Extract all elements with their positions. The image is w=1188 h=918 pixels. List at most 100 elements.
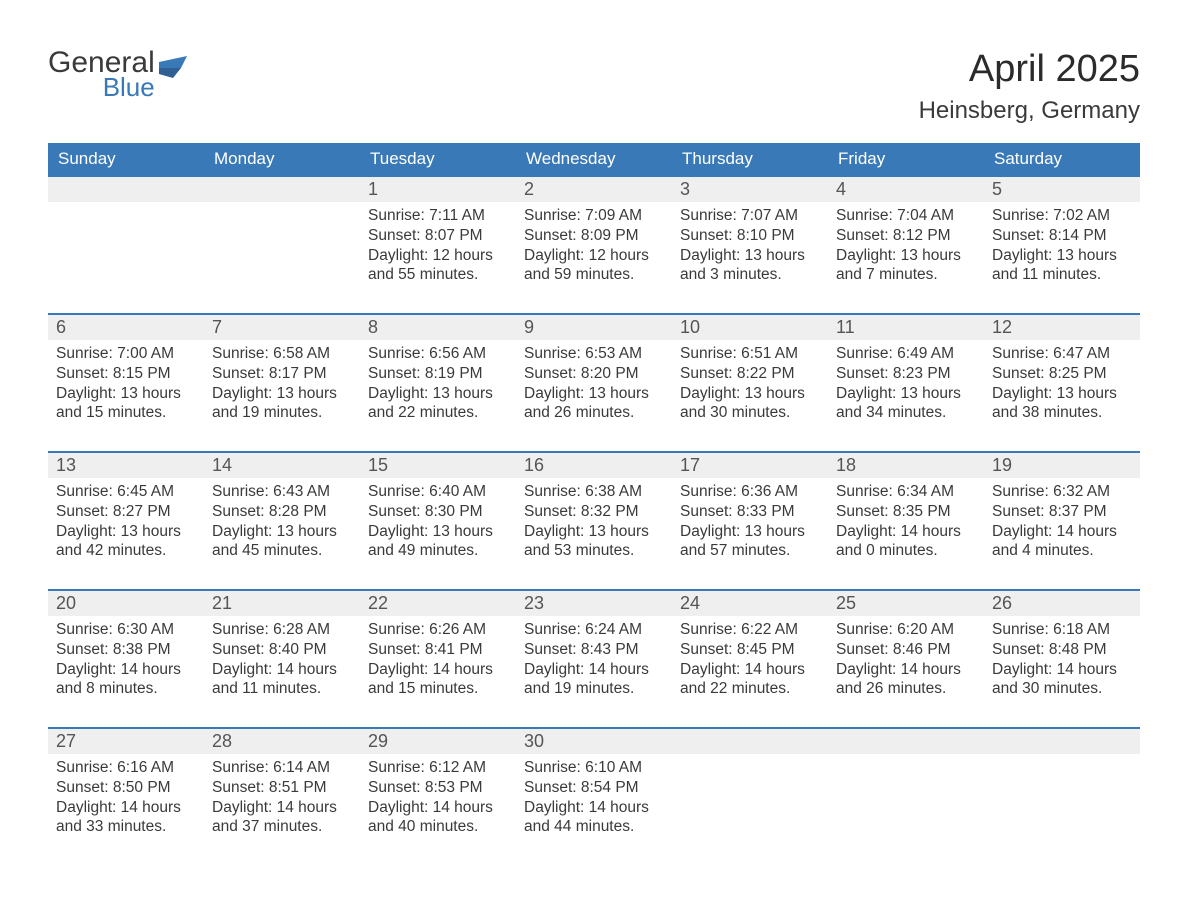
day-details: Sunrise: 7:07 AMSunset: 8:10 PMDaylight:… (672, 202, 828, 291)
day-details: Sunrise: 6:16 AMSunset: 8:50 PMDaylight:… (48, 754, 204, 843)
day-number: 8 (360, 313, 516, 340)
day-number: 14 (204, 451, 360, 478)
day-details: Sunrise: 6:51 AMSunset: 8:22 PMDaylight:… (672, 340, 828, 429)
day-number: 11 (828, 313, 984, 340)
day-number: 18 (828, 451, 984, 478)
day-number (984, 727, 1140, 754)
calendar-cell: 8Sunrise: 6:56 AMSunset: 8:19 PMDaylight… (360, 313, 516, 451)
calendar-cell (828, 727, 984, 865)
calendar-cell: 22Sunrise: 6:26 AMSunset: 8:41 PMDayligh… (360, 589, 516, 727)
day-number: 22 (360, 589, 516, 616)
day-number: 16 (516, 451, 672, 478)
day-number: 23 (516, 589, 672, 616)
calendar-cell: 28Sunrise: 6:14 AMSunset: 8:51 PMDayligh… (204, 727, 360, 865)
calendar-cell: 12Sunrise: 6:47 AMSunset: 8:25 PMDayligh… (984, 313, 1140, 451)
day-number (48, 175, 204, 202)
day-details: Sunrise: 7:09 AMSunset: 8:09 PMDaylight:… (516, 202, 672, 291)
day-details: Sunrise: 6:38 AMSunset: 8:32 PMDaylight:… (516, 478, 672, 567)
day-number: 9 (516, 313, 672, 340)
logo: General Blue (48, 48, 187, 100)
day-number: 5 (984, 175, 1140, 202)
calendar-week-row: 13Sunrise: 6:45 AMSunset: 8:27 PMDayligh… (48, 451, 1140, 589)
day-number: 12 (984, 313, 1140, 340)
day-number: 21 (204, 589, 360, 616)
day-details: Sunrise: 6:47 AMSunset: 8:25 PMDaylight:… (984, 340, 1140, 429)
day-number: 20 (48, 589, 204, 616)
day-details: Sunrise: 6:58 AMSunset: 8:17 PMDaylight:… (204, 340, 360, 429)
page-header: General Blue April 2025 Heinsberg, Germa… (48, 48, 1140, 125)
day-details: Sunrise: 6:49 AMSunset: 8:23 PMDaylight:… (828, 340, 984, 429)
calendar-cell: 16Sunrise: 6:38 AMSunset: 8:32 PMDayligh… (516, 451, 672, 589)
day-details: Sunrise: 6:53 AMSunset: 8:20 PMDaylight:… (516, 340, 672, 429)
calendar-week-row: 6Sunrise: 7:00 AMSunset: 8:15 PMDaylight… (48, 313, 1140, 451)
day-details: Sunrise: 6:24 AMSunset: 8:43 PMDaylight:… (516, 616, 672, 705)
day-details: Sunrise: 6:40 AMSunset: 8:30 PMDaylight:… (360, 478, 516, 567)
day-number: 27 (48, 727, 204, 754)
day-number: 10 (672, 313, 828, 340)
day-details: Sunrise: 7:11 AMSunset: 8:07 PMDaylight:… (360, 202, 516, 291)
calendar-cell: 23Sunrise: 6:24 AMSunset: 8:43 PMDayligh… (516, 589, 672, 727)
calendar-week-row: 1Sunrise: 7:11 AMSunset: 8:07 PMDaylight… (48, 175, 1140, 313)
calendar-cell: 18Sunrise: 6:34 AMSunset: 8:35 PMDayligh… (828, 451, 984, 589)
day-details: Sunrise: 6:14 AMSunset: 8:51 PMDaylight:… (204, 754, 360, 843)
day-details: Sunrise: 7:04 AMSunset: 8:12 PMDaylight:… (828, 202, 984, 291)
calendar-cell: 14Sunrise: 6:43 AMSunset: 8:28 PMDayligh… (204, 451, 360, 589)
day-number: 30 (516, 727, 672, 754)
calendar-cell: 6Sunrise: 7:00 AMSunset: 8:15 PMDaylight… (48, 313, 204, 451)
day-details: Sunrise: 6:22 AMSunset: 8:45 PMDaylight:… (672, 616, 828, 705)
calendar-cell (204, 175, 360, 313)
calendar-cell: 4Sunrise: 7:04 AMSunset: 8:12 PMDaylight… (828, 175, 984, 313)
weekday-header: Monday (204, 143, 360, 175)
calendar-cell (48, 175, 204, 313)
calendar-cell: 9Sunrise: 6:53 AMSunset: 8:20 PMDaylight… (516, 313, 672, 451)
month-title: April 2025 (919, 48, 1140, 91)
day-number: 26 (984, 589, 1140, 616)
day-number (828, 727, 984, 754)
day-number: 13 (48, 451, 204, 478)
day-number: 1 (360, 175, 516, 202)
calendar-cell: 10Sunrise: 6:51 AMSunset: 8:22 PMDayligh… (672, 313, 828, 451)
day-number: 24 (672, 589, 828, 616)
calendar-cell: 11Sunrise: 6:49 AMSunset: 8:23 PMDayligh… (828, 313, 984, 451)
calendar-cell: 17Sunrise: 6:36 AMSunset: 8:33 PMDayligh… (672, 451, 828, 589)
day-number: 19 (984, 451, 1140, 478)
calendar-cell: 15Sunrise: 6:40 AMSunset: 8:30 PMDayligh… (360, 451, 516, 589)
day-number: 2 (516, 175, 672, 202)
day-details: Sunrise: 6:26 AMSunset: 8:41 PMDaylight:… (360, 616, 516, 705)
day-details: Sunrise: 6:32 AMSunset: 8:37 PMDaylight:… (984, 478, 1140, 567)
day-number (204, 175, 360, 202)
calendar-week-row: 20Sunrise: 6:30 AMSunset: 8:38 PMDayligh… (48, 589, 1140, 727)
day-details: Sunrise: 6:18 AMSunset: 8:48 PMDaylight:… (984, 616, 1140, 705)
calendar-cell: 26Sunrise: 6:18 AMSunset: 8:48 PMDayligh… (984, 589, 1140, 727)
day-number (672, 727, 828, 754)
calendar-cell: 25Sunrise: 6:20 AMSunset: 8:46 PMDayligh… (828, 589, 984, 727)
calendar-cell: 21Sunrise: 6:28 AMSunset: 8:40 PMDayligh… (204, 589, 360, 727)
weekday-header: Thursday (672, 143, 828, 175)
weekday-header: Sunday (48, 143, 204, 175)
day-details: Sunrise: 7:00 AMSunset: 8:15 PMDaylight:… (48, 340, 204, 429)
day-details: Sunrise: 6:56 AMSunset: 8:19 PMDaylight:… (360, 340, 516, 429)
calendar-cell: 20Sunrise: 6:30 AMSunset: 8:38 PMDayligh… (48, 589, 204, 727)
day-details: Sunrise: 7:02 AMSunset: 8:14 PMDaylight:… (984, 202, 1140, 291)
logo-flag-icon (159, 56, 187, 80)
calendar-cell: 27Sunrise: 6:16 AMSunset: 8:50 PMDayligh… (48, 727, 204, 865)
day-details: Sunrise: 6:12 AMSunset: 8:53 PMDaylight:… (360, 754, 516, 843)
weekday-header: Wednesday (516, 143, 672, 175)
calendar-cell: 30Sunrise: 6:10 AMSunset: 8:54 PMDayligh… (516, 727, 672, 865)
day-details: Sunrise: 6:45 AMSunset: 8:27 PMDaylight:… (48, 478, 204, 567)
calendar-cell (984, 727, 1140, 865)
day-number: 15 (360, 451, 516, 478)
calendar-cell: 7Sunrise: 6:58 AMSunset: 8:17 PMDaylight… (204, 313, 360, 451)
weekday-header: Friday (828, 143, 984, 175)
calendar-cell: 19Sunrise: 6:32 AMSunset: 8:37 PMDayligh… (984, 451, 1140, 589)
day-details: Sunrise: 6:28 AMSunset: 8:40 PMDaylight:… (204, 616, 360, 705)
day-number: 4 (828, 175, 984, 202)
day-number: 3 (672, 175, 828, 202)
weekday-header: Tuesday (360, 143, 516, 175)
calendar-cell: 29Sunrise: 6:12 AMSunset: 8:53 PMDayligh… (360, 727, 516, 865)
calendar-cell (672, 727, 828, 865)
day-details: Sunrise: 6:20 AMSunset: 8:46 PMDaylight:… (828, 616, 984, 705)
day-details: Sunrise: 6:34 AMSunset: 8:35 PMDaylight:… (828, 478, 984, 567)
calendar-cell: 3Sunrise: 7:07 AMSunset: 8:10 PMDaylight… (672, 175, 828, 313)
calendar-cell: 1Sunrise: 7:11 AMSunset: 8:07 PMDaylight… (360, 175, 516, 313)
